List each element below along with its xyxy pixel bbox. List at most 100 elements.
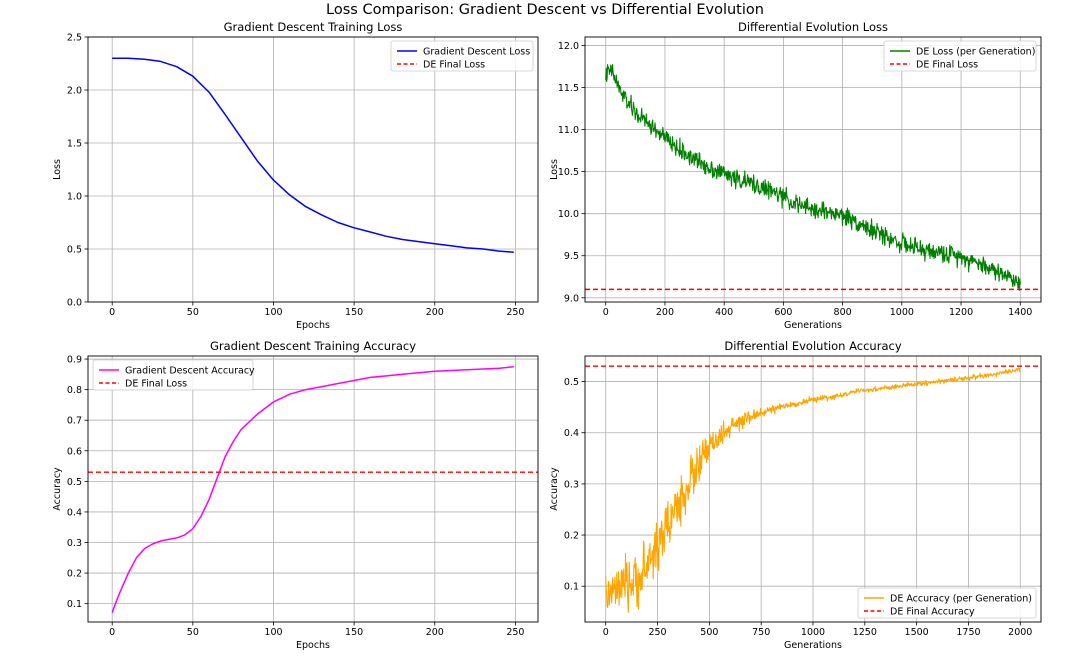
- x-tick-label: 0: [603, 307, 609, 318]
- legend-label: Gradient Descent Loss: [423, 47, 530, 58]
- y-tick-label: 0.0: [67, 298, 82, 309]
- y-axis-label: Loss: [52, 159, 63, 180]
- series-line-3-0: [605, 367, 1021, 613]
- x-tick-label: 2000: [1008, 627, 1032, 638]
- y-axis-label: Accuracy: [549, 467, 560, 511]
- x-tick-label: 750: [752, 627, 770, 638]
- series-line-1-0: [605, 63, 1021, 291]
- plot-area: [88, 365, 538, 614]
- x-axis-label: Generations: [784, 640, 842, 651]
- y-tick-label: 0.9: [67, 355, 82, 366]
- x-tick-label: 150: [345, 307, 363, 318]
- x-tick-label: 200: [426, 627, 444, 638]
- y-tick-label: 2.0: [67, 86, 82, 97]
- legend-box: [92, 359, 254, 391]
- y-tick-label: 0.1: [67, 599, 82, 610]
- x-tick-label: 800: [834, 307, 852, 318]
- x-tick-label: 250: [506, 307, 524, 318]
- x-tick-label: 50: [187, 307, 199, 318]
- y-tick-label: 1.5: [67, 139, 82, 150]
- y-tick-label: 0.8: [67, 385, 82, 396]
- y-tick-label: 11.5: [558, 83, 579, 94]
- y-tick-label: 9.5: [564, 251, 579, 262]
- x-tick-label: 100: [264, 307, 282, 318]
- x-axis-label: Epochs: [296, 320, 330, 331]
- legend-box: [857, 587, 1037, 619]
- y-tick-label: 9.0: [564, 293, 579, 304]
- plot-area: [112, 57, 514, 253]
- x-tick-label: 250: [506, 627, 524, 638]
- chart-title: Differential Evolution Accuracy: [724, 339, 901, 353]
- x-tick-label: 0: [109, 627, 115, 638]
- y-tick-label: 0.5: [67, 477, 82, 488]
- y-tick-label: 11.0: [558, 125, 579, 136]
- x-tick-label: 200: [426, 307, 444, 318]
- y-axis-label: Accuracy: [52, 467, 63, 511]
- y-tick-label: 0.3: [564, 479, 579, 490]
- x-tick-label: 1400: [1008, 307, 1032, 318]
- legend: DE Accuracy (per Generation) DE Final Acc…: [857, 587, 1037, 619]
- axes-frame: [87, 36, 539, 303]
- x-tick-label: 100: [264, 627, 282, 638]
- legend-label: DE Accuracy (per Generation): [890, 594, 1032, 605]
- y-tick-label: 0.5: [564, 377, 579, 388]
- chart-title: Gradient Descent Training Loss: [224, 20, 403, 34]
- x-tick-label: 200: [656, 307, 674, 318]
- chart-title: Gradient Descent Training Accuracy: [210, 339, 416, 353]
- y-tick-label: 0.6: [67, 446, 82, 457]
- de-loss-chart: 0 200 400 600 800 1000 1200 1400 9.0 9.5 10.0 10.5 1…: [549, 20, 1042, 331]
- x-tick-label: 0: [603, 627, 609, 638]
- legend: Gradient Descent Accuracy DE Final Loss: [92, 359, 255, 391]
- y-tick-label: 0.2: [67, 569, 82, 580]
- x-tick-label: 1000: [890, 307, 914, 318]
- legend-label: Gradient Descent Accuracy: [125, 366, 255, 377]
- plot-area: [585, 365, 1041, 613]
- x-tick-label: 0: [109, 307, 115, 318]
- y-tick-label: 0.4: [564, 428, 579, 439]
- de-accuracy-chart: 0 250 500 750 1000 1250 1500 1750 2000 0.1 0.2 0.3 0…: [549, 339, 1042, 651]
- x-tick-label: 1250: [853, 627, 877, 638]
- axes-frame: [584, 36, 1042, 303]
- x-tick-label: 600: [774, 307, 792, 318]
- x-tick-label: 1000: [801, 627, 825, 638]
- y-tick-label: 0.7: [67, 416, 82, 427]
- legend-label: DE Final Loss: [125, 379, 187, 390]
- y-axis-label: Loss: [549, 159, 560, 180]
- x-tick-label: 1200: [949, 307, 973, 318]
- y-tick-label: 2.5: [67, 33, 82, 44]
- y-tick-label: 0.5: [67, 245, 82, 256]
- x-tick-label: 250: [648, 627, 666, 638]
- gd-accuracy-chart: 0 50 100 150 200 250 0.1 0.2 0.3 0.4 0.5 0.6 0.7 0.8 0…: [52, 339, 539, 651]
- x-tick-label: 1500: [905, 627, 929, 638]
- chart-title: Differential Evolution Loss: [738, 20, 888, 34]
- legend-box: [390, 40, 534, 72]
- legend: DE Loss (per Generation) DE Final Loss: [883, 40, 1037, 72]
- y-tick-label: 0.3: [67, 538, 82, 549]
- legend-label: DE Final Loss: [423, 60, 485, 71]
- axes-frame: [87, 355, 539, 623]
- plot-area: [585, 63, 1041, 291]
- x-tick-label: 1750: [956, 627, 980, 638]
- legend-label: DE Loss (per Generation): [916, 47, 1035, 58]
- x-tick-label: 150: [345, 627, 363, 638]
- x-axis-label: Epochs: [296, 640, 330, 651]
- y-tick-label: 0.1: [564, 582, 579, 593]
- legend: Gradient Descent Loss DE Final Loss: [390, 40, 534, 72]
- y-tick-label: 10.0: [558, 209, 579, 220]
- legend-label: DE Final Accuracy: [890, 607, 975, 618]
- y-tick-label: 0.2: [564, 531, 579, 542]
- legend-box: [883, 40, 1037, 72]
- x-tick-label: 400: [715, 307, 733, 318]
- gd-loss-chart: 0 50 100 150 200 250 0.0 0.5 1.0 1.5 2.0 2.5 Gradien…: [52, 20, 539, 331]
- y-tick-label: 12.0: [558, 41, 579, 52]
- y-tick-label: 0.4: [67, 507, 82, 518]
- series-line-0-0: [112, 57, 514, 253]
- x-tick-label: 50: [187, 627, 199, 638]
- x-tick-label: 500: [700, 627, 718, 638]
- x-axis-label: Generations: [784, 320, 842, 331]
- y-tick-label: 1.0: [67, 192, 82, 203]
- figure-suptitle: Loss Comparison: Gradient Descent vs Dif…: [326, 2, 764, 18]
- series-line-2-0: [111, 365, 514, 614]
- y-tick-label: 10.5: [558, 167, 579, 178]
